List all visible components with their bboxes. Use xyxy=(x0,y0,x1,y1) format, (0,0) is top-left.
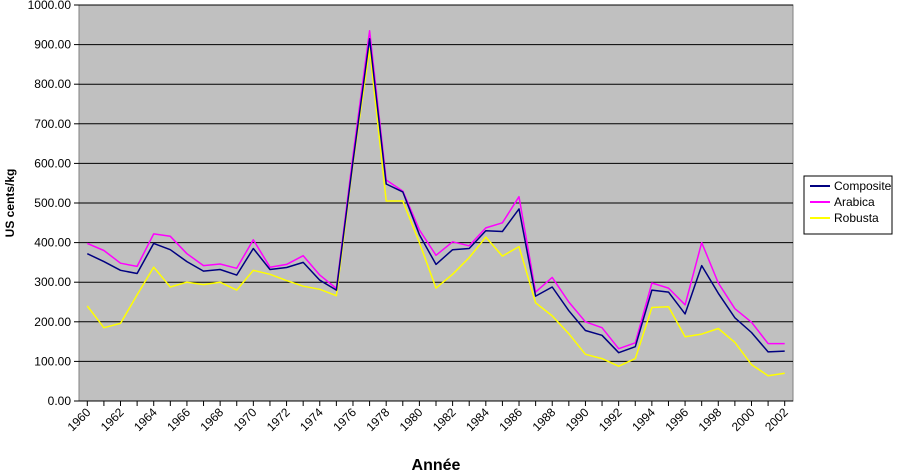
x-tick-label: 2000 xyxy=(729,405,758,434)
x-tick-label: 1986 xyxy=(496,405,525,434)
x-tick-label: 1968 xyxy=(197,405,226,434)
y-tick-label: 200.00 xyxy=(34,315,71,329)
x-tick-label: 1982 xyxy=(430,405,459,434)
legend-label: Robusta xyxy=(834,211,879,225)
x-tick-label: 1994 xyxy=(629,405,658,434)
legend-label: Composite xyxy=(834,179,892,193)
y-tick-label: 0.00 xyxy=(48,394,72,408)
y-tick-label: 800.00 xyxy=(34,77,71,91)
x-tick-label: 2002 xyxy=(762,405,791,434)
legend-label: Arabica xyxy=(834,195,875,209)
y-tick-label: 600.00 xyxy=(34,156,71,170)
x-tick-label: 1974 xyxy=(297,405,326,434)
x-tick-label: 1972 xyxy=(264,405,293,434)
x-tick-label: 1978 xyxy=(364,405,393,434)
y-axis-title: US cents/kg xyxy=(3,169,17,238)
y-tick-label: 500.00 xyxy=(34,196,71,210)
x-tick-label: 1998 xyxy=(696,405,725,434)
x-tick-label: 1992 xyxy=(596,405,625,434)
series-line-composite xyxy=(86,37,785,354)
y-tick-label: 300.00 xyxy=(34,275,71,289)
x-tick-label: 1964 xyxy=(131,405,160,434)
x-tick-label: 1976 xyxy=(330,405,359,434)
x-axis-ticks: 1960 1962 1964 1966 1968 1970 1972 1974 1976 1978… xyxy=(65,400,793,434)
y-tick-label: 400.00 xyxy=(34,236,71,250)
y-axis-ticks: 0.00 100.00 200.00 300.00 400.00 500.00 600.00… xyxy=(28,0,79,408)
x-tick-label: 1966 xyxy=(164,405,193,434)
y-tick-label: 700.00 xyxy=(34,117,71,131)
x-tick-label: 1960 xyxy=(65,405,94,434)
x-tick-label: 1988 xyxy=(530,405,559,434)
x-tick-label: 1970 xyxy=(231,405,260,434)
y-tick-label: 1000.00 xyxy=(28,0,72,12)
series-lines xyxy=(86,29,785,377)
y-tick-label: 100.00 xyxy=(34,354,71,368)
legend: Composite Arabica Robusta xyxy=(803,175,893,235)
series-line-robusta xyxy=(86,47,785,377)
x-axis-title: Année xyxy=(412,457,461,473)
x-tick-label: 1984 xyxy=(463,405,492,434)
y-tick-label: 900.00 xyxy=(34,38,71,52)
x-tick-label: 1996 xyxy=(662,405,691,434)
series-line-arabica xyxy=(87,29,785,350)
x-tick-label: 1962 xyxy=(98,405,127,434)
x-tick-label: 1980 xyxy=(397,405,426,434)
x-tick-label: 1990 xyxy=(563,405,592,434)
